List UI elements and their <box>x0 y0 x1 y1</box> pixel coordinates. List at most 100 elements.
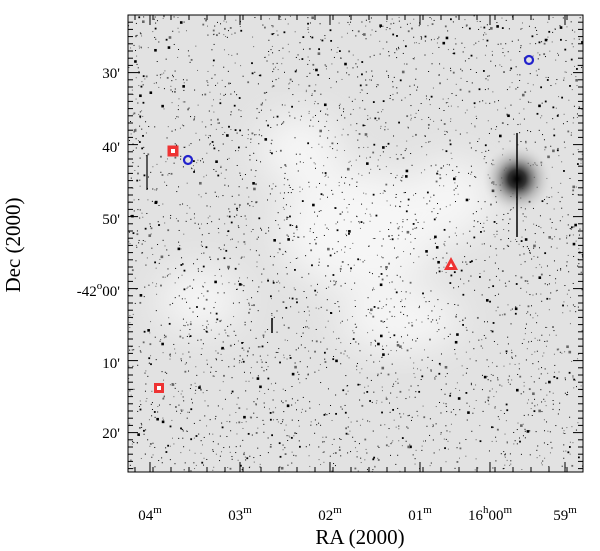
star <box>510 309 512 311</box>
star <box>309 36 311 38</box>
star <box>337 241 339 243</box>
star <box>309 407 311 409</box>
star <box>499 134 502 138</box>
star <box>132 441 134 443</box>
star <box>197 69 199 71</box>
star <box>156 74 158 76</box>
star <box>248 302 250 304</box>
star <box>217 292 219 294</box>
star <box>483 222 485 224</box>
star <box>454 201 456 203</box>
star <box>568 371 571 374</box>
star <box>183 21 185 23</box>
star <box>323 441 325 443</box>
star <box>386 326 388 328</box>
star <box>440 412 442 414</box>
star <box>504 453 506 455</box>
star <box>385 183 388 186</box>
star <box>450 118 452 120</box>
star <box>554 28 556 30</box>
star <box>304 99 306 101</box>
star <box>183 288 186 291</box>
star <box>540 373 542 375</box>
star <box>422 227 424 229</box>
star <box>405 210 408 213</box>
star <box>358 147 360 149</box>
star <box>578 38 580 40</box>
star <box>273 33 275 35</box>
star <box>206 152 208 154</box>
star <box>257 447 259 449</box>
star <box>161 457 163 459</box>
star <box>365 84 368 86</box>
star <box>242 75 244 77</box>
star <box>184 101 186 103</box>
star <box>218 247 220 249</box>
star <box>276 419 278 421</box>
star <box>373 456 376 459</box>
star <box>172 302 174 304</box>
star <box>572 377 574 379</box>
star <box>428 70 430 72</box>
star <box>570 73 572 75</box>
star <box>552 31 554 33</box>
star <box>348 24 350 26</box>
star <box>555 425 557 427</box>
star <box>215 370 217 372</box>
star <box>168 254 170 256</box>
star <box>294 117 296 119</box>
star <box>548 466 550 468</box>
star <box>200 196 202 198</box>
star <box>491 440 493 442</box>
star <box>508 223 510 225</box>
star <box>450 105 452 107</box>
star <box>180 409 182 411</box>
star <box>494 295 496 297</box>
star <box>381 401 383 403</box>
star <box>350 421 352 423</box>
star <box>368 172 370 174</box>
star <box>565 71 567 73</box>
star <box>283 354 285 356</box>
star <box>326 366 328 368</box>
star <box>201 241 203 243</box>
star <box>258 134 260 136</box>
star <box>492 374 494 376</box>
star <box>567 391 569 393</box>
star <box>515 66 517 68</box>
star <box>509 69 511 71</box>
star <box>172 76 174 78</box>
star <box>505 352 507 354</box>
star <box>409 292 411 294</box>
star <box>167 274 169 276</box>
star <box>485 337 487 339</box>
star <box>492 426 494 428</box>
star <box>285 306 288 309</box>
star <box>438 329 440 331</box>
star <box>144 240 146 242</box>
star <box>401 176 403 178</box>
star <box>211 49 213 51</box>
star <box>376 400 378 402</box>
star <box>569 310 571 312</box>
star <box>283 197 285 199</box>
star <box>367 332 369 334</box>
star <box>435 406 437 408</box>
label-part: 50' <box>102 212 120 228</box>
star <box>439 177 442 180</box>
star <box>558 409 560 411</box>
star <box>524 437 526 439</box>
star <box>537 315 539 317</box>
star <box>149 225 151 227</box>
star <box>167 46 171 49</box>
star <box>481 374 483 376</box>
star <box>483 34 485 36</box>
star <box>216 34 218 37</box>
star <box>501 65 503 67</box>
star <box>484 259 486 261</box>
star <box>154 27 157 30</box>
star <box>344 62 347 66</box>
star <box>279 282 281 284</box>
star <box>515 306 517 308</box>
star <box>181 298 183 300</box>
